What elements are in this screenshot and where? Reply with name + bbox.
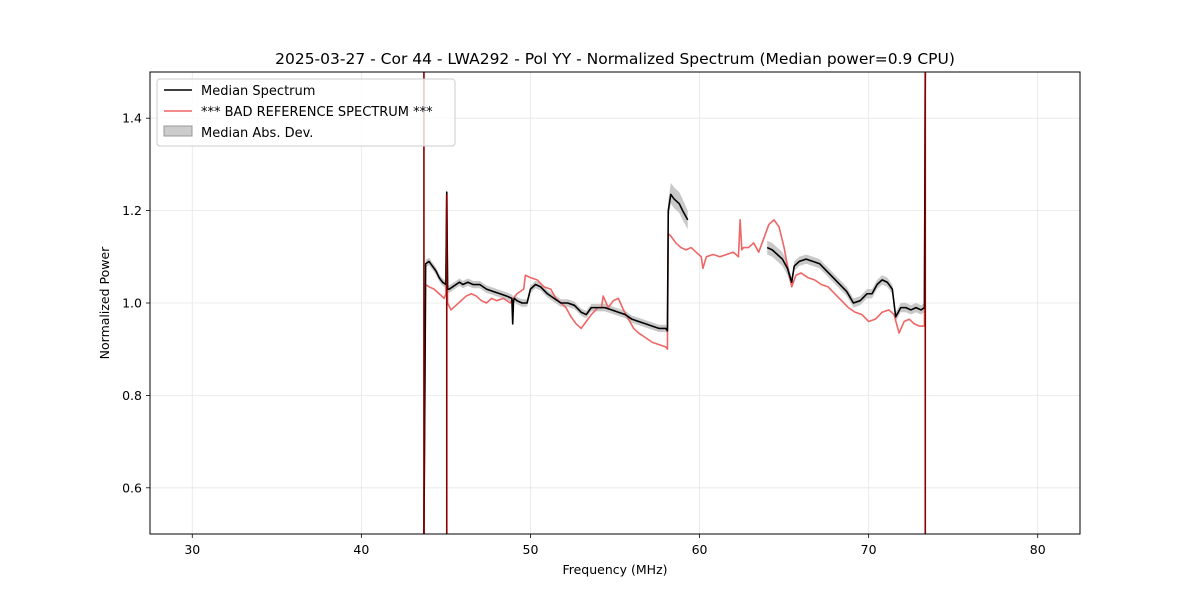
y-axis-label: Normalized Power bbox=[97, 246, 112, 360]
y-tick-label: 0.8 bbox=[122, 388, 142, 403]
y-axis: 0.6 0.8 1.0 1.2 1.4 bbox=[122, 111, 150, 495]
x-axis-label: Frequency (MHz) bbox=[562, 562, 667, 577]
x-tick-label: 80 bbox=[1030, 542, 1046, 557]
mad-band-1 bbox=[767, 240, 925, 322]
x-tick-label: 70 bbox=[861, 542, 877, 557]
plot-area bbox=[423, 72, 927, 534]
median-spectrum-line-1 bbox=[766, 72, 927, 318]
x-axis: 30 40 50 60 70 80 bbox=[184, 534, 1046, 557]
legend-box bbox=[156, 78, 456, 147]
chart-title: 2025-03-27 - Cor 44 - LWA292 - Pol YY - … bbox=[275, 50, 955, 68]
y-tick-label: 1.0 bbox=[122, 296, 142, 311]
x-tick-label: 50 bbox=[523, 542, 539, 557]
median-spectrum-line-0 bbox=[423, 191, 689, 534]
legend-mad-label: Median Abs. Dev. bbox=[201, 126, 313, 141]
legend-mad-swatch bbox=[163, 125, 193, 137]
x-tick-label: 40 bbox=[353, 542, 369, 557]
y-tick-label: 1.2 bbox=[122, 203, 142, 218]
mad-band-0 bbox=[425, 180, 688, 335]
legend-reference-label: *** BAD REFERENCE SPECTRUM *** bbox=[201, 105, 433, 120]
y-tick-label: 0.6 bbox=[122, 480, 142, 495]
legend-median-label: Median Spectrum bbox=[201, 84, 315, 99]
legend: Median Spectrum *** BAD REFERENCE SPECTR… bbox=[156, 78, 456, 147]
y-tick-label: 1.4 bbox=[122, 111, 142, 126]
x-tick-label: 30 bbox=[184, 542, 200, 557]
x-tick-label: 60 bbox=[692, 542, 708, 557]
